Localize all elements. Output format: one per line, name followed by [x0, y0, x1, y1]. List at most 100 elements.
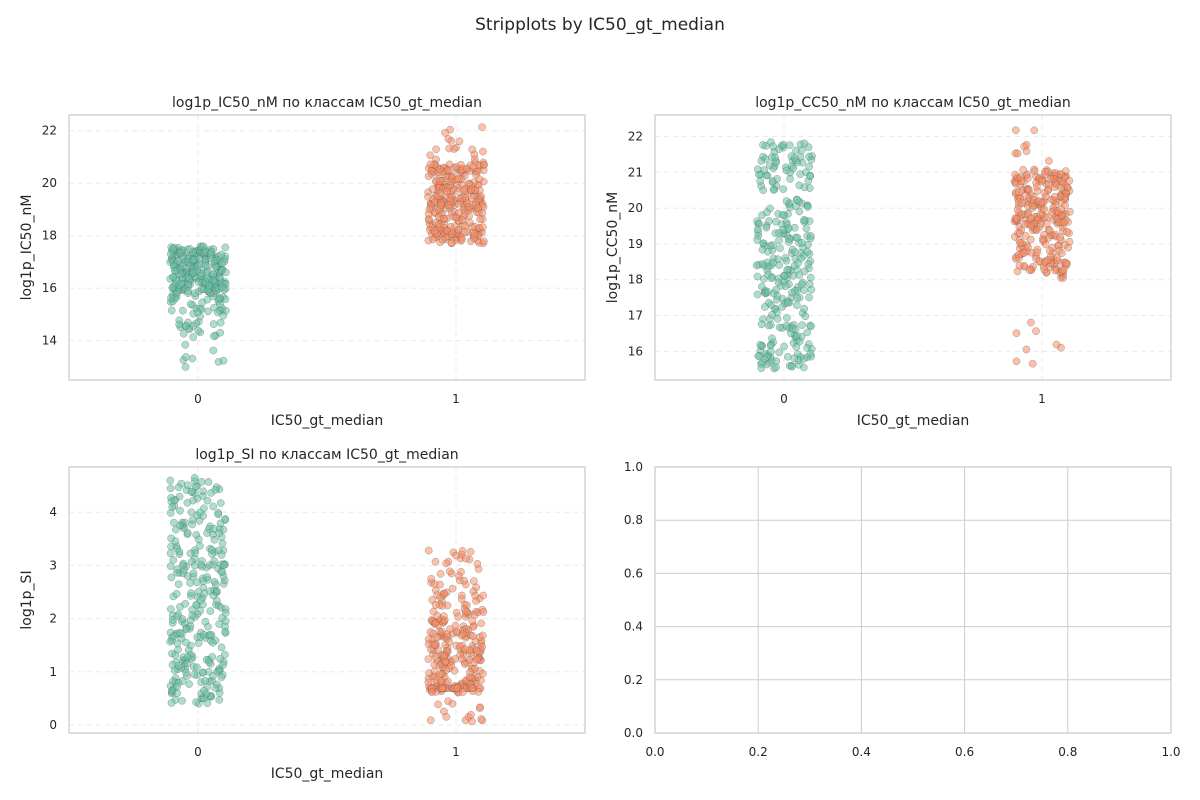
data-point-class-1 [469, 163, 477, 171]
data-point-class-0 [775, 323, 784, 332]
data-point-class-1 [1045, 157, 1053, 165]
data-point-class-0 [800, 267, 809, 276]
subplot-title: log1p_IC50_nM по классам IC50_gt_median [172, 95, 482, 111]
data-point-class-0 [168, 660, 177, 669]
data-point-class-0 [187, 589, 195, 597]
data-point-class-0 [214, 508, 223, 517]
data-point-class-0 [186, 579, 194, 587]
data-point-class-0 [759, 141, 767, 149]
data-point-class-1 [433, 633, 441, 642]
data-point-class-0 [216, 318, 225, 327]
data-point-class-0 [772, 217, 780, 226]
data-point-class-0 [183, 498, 192, 507]
data-point-class-1 [438, 684, 446, 693]
data-point-class-1 [443, 187, 451, 196]
x-tick-label: 0.4 [852, 745, 871, 759]
data-point-class-1 [436, 189, 445, 198]
data-point-class-1 [478, 631, 487, 640]
data-point-class-1 [460, 186, 468, 194]
data-point-class-0 [196, 508, 204, 517]
x-tick-label: 0 [194, 392, 202, 406]
data-point-class-0 [188, 611, 197, 620]
data-point-class-1 [437, 677, 446, 686]
y-tick-label: 16 [42, 281, 57, 295]
data-point-class-0 [783, 314, 791, 322]
data-point-class-1 [466, 668, 474, 677]
plot-frame [654, 114, 1172, 381]
data-point-class-0 [800, 139, 809, 148]
data-point-class-1 [1057, 205, 1066, 214]
data-point-class-0 [185, 680, 193, 688]
data-point-class-0 [781, 282, 790, 291]
data-point-class-1 [475, 175, 484, 183]
data-point-class-0 [794, 259, 802, 267]
data-point-class-1 [1063, 227, 1071, 236]
data-point-class-1 [468, 617, 477, 625]
data-point-class-0 [207, 545, 216, 554]
data-point-class-1 [477, 619, 486, 628]
data-point-class-1 [431, 557, 440, 566]
data-point-class-0 [190, 473, 199, 482]
data-point-class-0 [193, 262, 202, 270]
data-point-class-0 [214, 358, 223, 366]
data-point-class-0 [178, 306, 187, 315]
data-point-class-0 [171, 267, 180, 275]
data-point-class-0 [178, 696, 186, 705]
data-point-class-0 [788, 245, 797, 254]
data-point-class-0 [769, 241, 777, 249]
data-point-class-1 [1056, 233, 1065, 242]
data-point-class-0 [182, 668, 190, 677]
data-point-class-0 [208, 638, 217, 647]
data-point-class-0 [211, 684, 220, 692]
data-point-class-1 [454, 225, 463, 234]
data-point-class-1 [1028, 201, 1037, 210]
data-point-class-1 [438, 235, 447, 244]
data-point-class-0 [782, 197, 791, 205]
data-point-class-0 [801, 312, 810, 321]
data-point-class-0 [799, 355, 808, 363]
data-point-class-1 [1030, 167, 1039, 176]
data-point-class-0 [191, 289, 199, 298]
data-point-class-0 [795, 271, 804, 280]
data-point-class-0 [768, 177, 777, 185]
data-point-class-0 [805, 280, 814, 288]
data-point-class-1 [468, 684, 477, 693]
data-point-class-0 [192, 319, 201, 328]
data-point-class-1 [436, 670, 444, 679]
data-point-class-1 [453, 175, 461, 184]
data-point-class-1 [447, 661, 456, 670]
data-point-class-0 [218, 568, 227, 576]
y-tick-label: 20 [42, 176, 57, 190]
data-point-class-1 [461, 554, 470, 563]
data-point-class-0 [793, 301, 801, 310]
data-point-class-1 [437, 201, 445, 209]
data-point-class-0 [178, 615, 187, 623]
data-point-class-0 [194, 535, 203, 544]
data-point-class-1 [1064, 243, 1073, 252]
data-point-class-0 [216, 328, 225, 337]
data-point-class-1 [1061, 259, 1070, 267]
data-point-class-0 [207, 254, 215, 263]
data-point-class-0 [758, 260, 767, 268]
data-point-class-0 [757, 282, 766, 291]
data-point-class-0 [203, 529, 211, 537]
data-point-class-0 [788, 362, 796, 371]
data-point-class-1 [455, 137, 464, 146]
x-axis-label: IC50_gt_median [271, 413, 384, 429]
data-point-class-0 [763, 208, 771, 217]
data-point-class-1 [1028, 359, 1037, 368]
data-point-class-0 [199, 487, 208, 496]
data-point-class-1 [430, 640, 439, 649]
y-tick-label: 0.2 [624, 673, 643, 687]
y-tick-label: 17 [628, 309, 643, 323]
data-point-class-1 [438, 627, 446, 636]
data-point-class-0 [186, 622, 195, 631]
data-point-class-0 [773, 291, 782, 300]
data-point-class-0 [219, 311, 228, 320]
data-point-class-0 [209, 346, 218, 355]
data-point-class-0 [221, 243, 230, 252]
data-point-class-0 [204, 478, 213, 486]
data-point-class-0 [175, 249, 184, 257]
data-point-class-1 [1057, 170, 1065, 179]
data-point-class-0 [218, 539, 227, 548]
